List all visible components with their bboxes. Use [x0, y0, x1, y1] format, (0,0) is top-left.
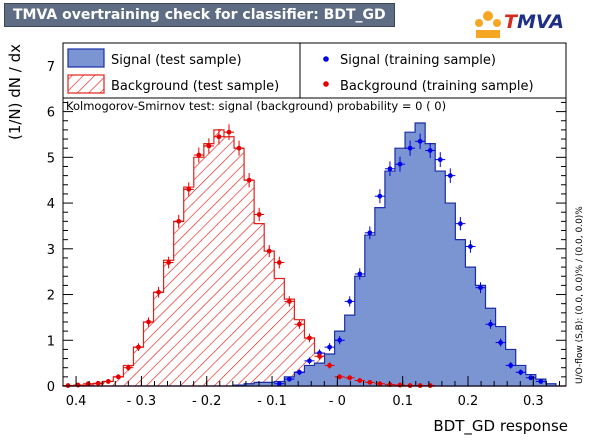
signal-training-point — [276, 381, 282, 387]
x-axis-title: BDT_GD response — [433, 417, 568, 436]
signal-training-point — [286, 376, 292, 382]
background-training-point — [125, 365, 131, 371]
signal-training-point — [407, 145, 413, 151]
signal-training-point — [417, 138, 423, 144]
signal-training-point — [397, 161, 403, 167]
legend-label-background-test: Background (test sample) — [111, 79, 279, 94]
signal-training-point — [468, 244, 473, 249]
y-tick-label: 6 — [47, 106, 55, 121]
legend-label-background-train: Background (training sample) — [340, 79, 534, 94]
signal-training-point — [498, 340, 504, 345]
overflow-info-text: U/O-flow (S,B): (0.0, 0.0)% / (0.0, 0.0)… — [575, 206, 585, 384]
tmva-logo-icon — [475, 11, 501, 38]
y-tick-label: 1 — [47, 334, 55, 349]
background-training-point — [226, 129, 232, 135]
signal-training-point — [538, 379, 544, 384]
ks-test-text: Kolmogorov-Smirnov test: signal (backgro… — [66, 99, 446, 113]
background-training-point — [105, 379, 111, 384]
signal-training-point — [518, 369, 524, 375]
legend-marker-background-train — [323, 81, 329, 87]
x-tick-label: 0.1 — [392, 394, 413, 409]
background-training-point — [337, 374, 343, 380]
background-training-point — [156, 289, 161, 295]
signal-training-point — [478, 285, 483, 291]
legend-box — [62, 42, 567, 99]
legend-label-signal-train: Signal (training sample) — [340, 53, 496, 68]
background-training-point — [206, 143, 212, 149]
signal-training-point — [508, 363, 514, 368]
background-training-points — [63, 124, 436, 388]
background-training-point — [307, 335, 312, 341]
tmva-logo-text: TMVA — [504, 11, 564, 33]
title-box: TMVA overtraining check for classifier: … — [4, 3, 395, 27]
tmva-logo: TMVA — [474, 8, 584, 42]
background-training-point — [367, 379, 373, 385]
background-training-point — [216, 134, 222, 140]
x-tick-label: 0.2 — [458, 394, 479, 409]
background-training-point — [256, 212, 262, 217]
legend-swatch-signal-test — [67, 48, 105, 68]
background-training-point — [276, 260, 282, 265]
background-training-point — [246, 177, 252, 183]
legend-label-signal-test: Signal (test sample) — [111, 53, 242, 68]
signal-training-point — [457, 221, 463, 227]
background-training-point — [176, 218, 182, 224]
signal-training-point — [347, 298, 353, 304]
background-training-point — [397, 382, 403, 388]
logo-letter-t: T — [504, 11, 517, 33]
logo-letters-mva: MVA — [516, 11, 564, 33]
x-tick-label: - 0.1 — [257, 394, 287, 409]
background-training-point — [347, 375, 353, 381]
background-training-point — [186, 186, 192, 192]
background-training-point — [115, 374, 121, 380]
signal-training-point — [377, 193, 383, 199]
signal-training-point — [488, 321, 493, 327]
y-tick-label: 3 — [47, 243, 55, 258]
signal-training-point — [528, 375, 534, 381]
signal-training-point — [307, 358, 312, 364]
background-training-point — [166, 260, 172, 265]
background-training-point — [327, 363, 332, 368]
signal-training-point — [447, 173, 453, 179]
signal-training-point — [437, 157, 443, 163]
y-tick-label: 2 — [47, 289, 55, 304]
x-tick-label: - 0.3 — [127, 394, 157, 409]
background-training-point — [85, 381, 91, 387]
signal-training-point — [337, 337, 343, 343]
background-training-point — [286, 298, 292, 304]
signal-training-point — [327, 344, 332, 350]
background-training-point — [146, 319, 151, 325]
chart-title: TMVA overtraining check for classifier: … — [13, 7, 386, 23]
y-axis-title: (1/N) dN / dx — [6, 44, 24, 140]
signal-training-point — [297, 369, 302, 375]
signal-training-point — [357, 271, 363, 277]
background-training-point — [266, 248, 272, 254]
signal-training-point — [387, 166, 393, 172]
y-tick-label: 5 — [47, 151, 55, 166]
signal-training-point — [367, 230, 373, 236]
legend-swatch-background-test — [67, 74, 105, 94]
y-tick-label: 4 — [47, 197, 55, 212]
background-training-point — [377, 381, 383, 387]
x-tick-label: 0.3 — [523, 394, 544, 409]
signal-training-point — [427, 148, 433, 153]
background-training-point — [297, 321, 302, 327]
y-tick-label: 7 — [47, 60, 55, 75]
background-training-point — [196, 152, 202, 158]
background-training-point — [236, 145, 242, 151]
legend: Signal (test sample) Background (test sam… — [62, 42, 567, 99]
background-training-point — [357, 378, 363, 383]
x-tick-label: - 0.2 — [192, 394, 222, 409]
y-tick-label: 0 — [47, 380, 55, 395]
x-tick-label: 0.4 — [66, 394, 87, 409]
x-tick-label: - 0 — [329, 394, 346, 409]
legend-marker-signal-train — [323, 56, 329, 62]
background-training-point — [136, 344, 141, 350]
background-training-point — [317, 353, 322, 359]
background-training-point — [95, 380, 101, 386]
